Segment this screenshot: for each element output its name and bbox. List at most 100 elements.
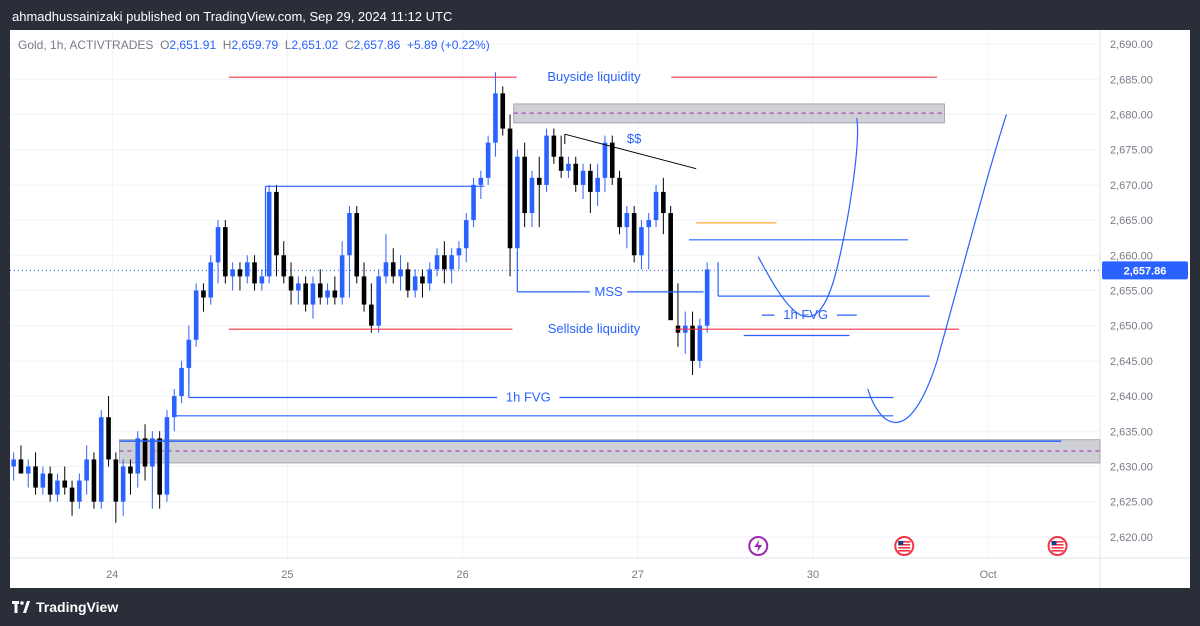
candle-body[interactable] [303,283,308,305]
candle-body[interactable] [266,191,272,277]
candle-body[interactable] [427,269,433,284]
candle-body[interactable] [551,135,557,157]
price-chart[interactable]: 2,620.00 2,625.00 2,630.00 2,635.00 2,640.00… [10,30,1190,588]
candle-body[interactable] [668,213,673,326]
us-flag-icon[interactable] [1047,536,1068,556]
candle-body[interactable] [515,156,520,249]
candle-body[interactable] [573,163,579,185]
candle-body[interactable] [354,213,360,277]
tradingview-brand[interactable]: TradingView [12,599,118,615]
candle-body[interactable] [639,227,644,256]
candle-body[interactable] [201,290,206,298]
candle-body[interactable] [398,269,403,277]
candle-body[interactable] [631,213,637,256]
candle-body[interactable] [33,466,38,488]
candle-body[interactable] [522,156,527,214]
candle-body[interactable] [317,283,323,298]
candle-body[interactable] [624,213,630,228]
candle-body[interactable] [485,142,491,178]
candle-body[interactable] [25,466,31,474]
candle-body[interactable] [369,304,374,326]
candle-body[interactable] [98,417,104,502]
candle-body[interactable] [697,325,703,361]
candle-body[interactable] [376,276,381,326]
candle-body[interactable] [588,170,593,192]
candle-body[interactable] [536,177,542,185]
candle-body[interactable] [332,290,338,298]
candle-body[interactable] [325,290,330,298]
candle-body[interactable] [405,269,411,291]
candle-body[interactable] [77,480,82,502]
candle-body[interactable] [609,142,615,178]
candle-body[interactable] [339,255,345,298]
candle-body[interactable] [47,473,53,495]
candle-body[interactable] [449,255,454,270]
candle-body[interactable] [420,276,425,284]
candle-body[interactable] [602,142,608,178]
candle-body[interactable] [296,283,301,291]
candle-body[interactable] [223,227,228,277]
candle-body[interactable] [493,93,498,143]
candle-body[interactable] [40,473,46,488]
candle-body[interactable] [500,93,506,129]
candle-body[interactable] [690,325,695,361]
candle-body[interactable] [478,177,484,185]
lightning-icon[interactable] [748,536,769,556]
candle-body[interactable] [91,459,97,502]
candle-body[interactable] [120,466,126,502]
projection-path-1[interactable] [757,117,859,318]
candle-body[interactable] [55,480,60,495]
candle-body[interactable] [252,262,257,284]
candle-body[interactable] [274,191,279,256]
candle-body[interactable] [463,220,469,249]
candle-body[interactable] [106,417,111,460]
candle-body[interactable] [617,177,622,228]
candle-body[interactable] [237,269,243,277]
candle-body[interactable] [704,269,710,326]
candle-body[interactable] [310,283,316,305]
candle-body[interactable] [442,255,447,270]
candle-body[interactable] [288,276,294,291]
equal-highs-trendline[interactable] [564,133,697,170]
candle-body[interactable] [580,170,586,185]
candle-body[interactable] [142,438,148,467]
candle-body[interactable] [128,466,133,474]
candle-body[interactable] [566,163,571,171]
candle-body[interactable] [171,396,177,418]
candle-body[interactable] [383,262,389,277]
candle-body[interactable] [281,255,287,277]
candle-body[interactable] [62,480,68,488]
candle-body[interactable] [84,459,89,481]
candle-body[interactable] [347,213,352,256]
candle-body[interactable] [193,290,199,340]
candle-body[interactable] [529,177,535,214]
candle-body[interactable] [661,191,666,214]
candle-body[interactable] [558,156,564,171]
candle-body[interactable] [186,339,192,368]
candle-body[interactable] [157,438,162,495]
candle-body[interactable] [544,135,549,185]
chart-area[interactable]: 2,620.00 2,625.00 2,630.00 2,635.00 2,640.00… [10,30,1190,588]
candle-body[interactable] [361,276,367,305]
us-flag-icon[interactable] [894,536,915,556]
candle-body[interactable] [259,276,265,284]
projection-path-2[interactable] [867,114,1008,424]
candle-body[interactable] [69,487,75,502]
candle-body[interactable] [11,459,16,467]
candle-body[interactable] [244,262,250,277]
candle-body[interactable] [179,367,184,397]
candle-body[interactable] [150,438,155,467]
candle-body[interactable] [164,417,170,495]
candle-body[interactable] [113,459,119,502]
candle-body[interactable] [471,184,476,221]
candle-body[interactable] [507,128,513,249]
candle-body[interactable] [653,191,659,221]
candle-body[interactable] [390,262,396,277]
candle-body[interactable] [412,276,418,291]
candle-body[interactable] [18,459,24,474]
candle-body[interactable] [456,248,462,256]
candle-body[interactable] [135,438,141,474]
candle-body[interactable] [215,227,221,263]
candle-body[interactable] [208,262,214,298]
candle-body[interactable] [595,177,600,192]
